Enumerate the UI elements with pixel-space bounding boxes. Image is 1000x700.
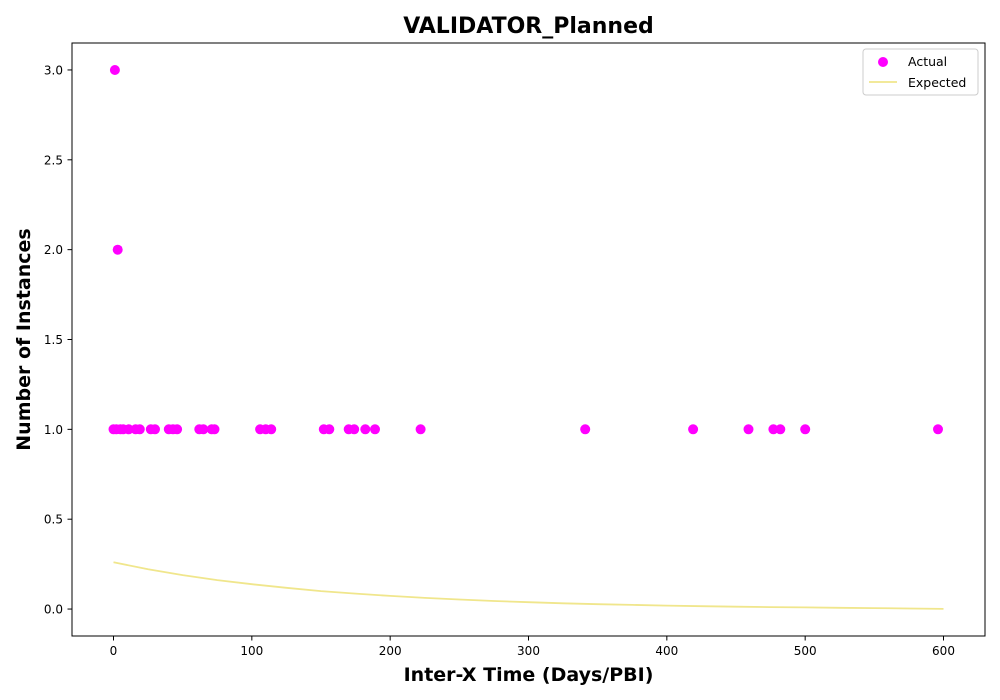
plot-frame [71,42,986,637]
legend: Actual Expected [862,48,979,96]
y-tick-label: 0.0 [44,603,63,617]
actual-point [768,424,779,435]
actual-point [370,424,380,435]
actual-point [172,424,183,435]
legend-marker-actual [878,57,888,67]
actual-point [209,424,220,435]
actual-point [775,424,786,435]
actual-point [933,424,943,435]
x-tick-label: 0 [110,644,118,658]
y-tick-label: 3.0 [44,63,63,77]
actual-point [150,424,160,435]
y-tick-label: 0.5 [44,513,63,527]
actual-point [266,424,277,435]
actual-point [123,424,134,435]
y-tick-label: 1.5 [44,333,63,347]
actual-point [360,424,371,435]
x-axis-label: Inter-X Time (Days/PBI) [404,664,654,686]
legend-label-actual: Actual [908,54,947,69]
actual-series [108,65,943,435]
actual-point [198,424,209,435]
x-axis-ticks: 0 100 200 300 400 500 600 [110,636,955,658]
legend-label-expected: Expected [908,75,966,90]
y-tick-label: 2.5 [44,153,63,167]
expected-series [113,561,944,610]
actual-point [134,424,145,435]
actual-point [580,424,591,435]
x-tick-label: 300 [517,644,540,658]
actual-point [109,65,120,75]
x-tick-label: 100 [240,644,263,658]
x-tick-label: 200 [379,644,402,658]
y-axis-ticks: 0.0 0.5 1.0 1.5 2.0 2.5 3.0 [44,63,72,617]
y-axis-label: Number of Instances [13,228,35,450]
legend-frame [862,48,979,96]
x-tick-label: 400 [655,644,678,658]
y-tick-label: 2.0 [44,243,63,257]
actual-point [743,424,754,435]
actual-point [349,424,360,435]
actual-point [800,424,811,435]
actual-point [112,244,123,255]
actual-point [324,424,335,435]
chart-title: VALIDATOR_Planned [403,14,654,39]
x-tick-label: 600 [932,644,955,658]
y-tick-label: 1.0 [44,423,63,437]
expected-line [113,561,944,610]
actual-point [415,424,426,435]
plot-area [71,42,986,637]
x-tick-label: 500 [794,644,817,658]
actual-point [688,424,699,435]
